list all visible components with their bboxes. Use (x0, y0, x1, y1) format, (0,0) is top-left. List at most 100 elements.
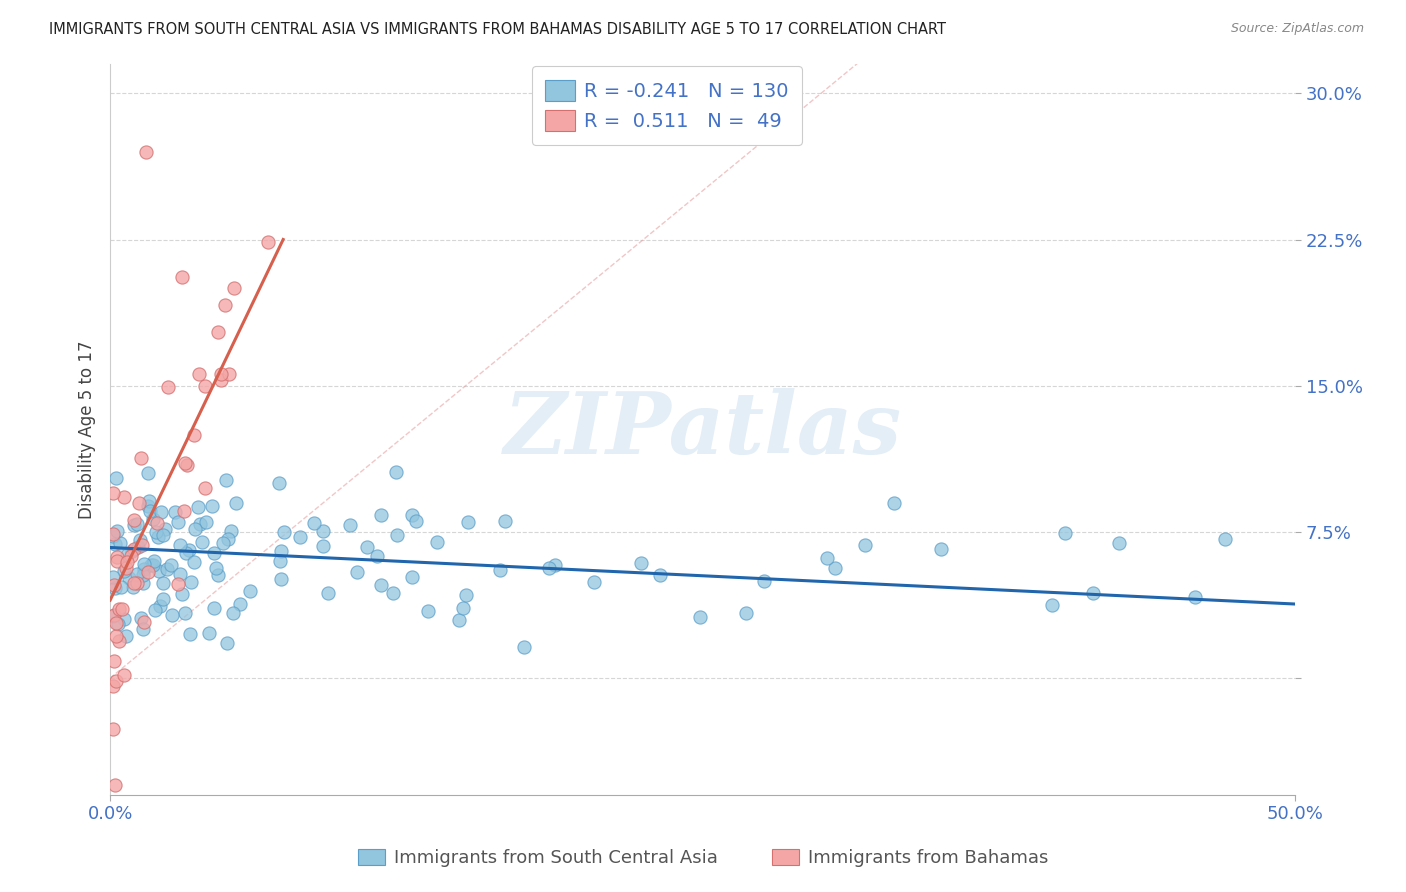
Point (103, 654, 125, 668)
Point (152, 528, 174, 542)
Point (214, 298, 236, 312)
Point (207, 325, 229, 339)
Point (143, 603, 166, 617)
Point (1083, 586, 1105, 600)
Point (316, 586, 339, 600)
Point (302, 516, 325, 531)
Point (134, 557, 156, 571)
Point (131, 538, 153, 552)
Point (105, 550, 128, 565)
Point (184, 522, 207, 536)
Point (269, 554, 291, 568)
Point (456, 588, 478, 602)
Point (115, 629, 138, 643)
Point (153, 522, 176, 536)
Point (883, 495, 905, 509)
Point (132, 576, 155, 591)
Point (138, 494, 160, 508)
Point (146, 516, 169, 530)
Point (217, 532, 239, 546)
Point (135, 145, 157, 159)
Point (853, 538, 876, 552)
Point (101, 486, 124, 500)
Point (339, 518, 361, 533)
Point (136, 565, 159, 579)
Point (513, 640, 536, 654)
Point (152, 592, 174, 607)
Point (187, 500, 209, 514)
Point (148, 565, 170, 579)
Point (131, 568, 153, 582)
Point (194, 481, 217, 495)
Point (145, 524, 167, 539)
Point (127, 575, 149, 590)
Point (630, 556, 652, 570)
Point (190, 517, 212, 532)
Point (312, 539, 335, 553)
Point (218, 367, 240, 381)
Point (222, 280, 245, 294)
Point (101, 526, 124, 541)
Point (115, 555, 138, 569)
Point (202, 601, 225, 615)
Point (141, 558, 163, 573)
Point (146, 530, 169, 544)
Point (101, 570, 124, 584)
Legend: Immigrants from South Central Asia, Immigrants from Bahamas: Immigrants from South Central Asia, Immi… (350, 841, 1056, 874)
Point (384, 465, 406, 479)
Point (122, 542, 145, 557)
Point (370, 578, 392, 592)
Point (136, 499, 159, 513)
Point (1108, 536, 1130, 550)
Point (105, 673, 128, 688)
Point (103, 578, 125, 592)
Y-axis label: Disability Age 5 to 17: Disability Age 5 to 17 (79, 341, 96, 519)
Point (202, 546, 225, 560)
Point (104, 615, 127, 630)
Point (122, 581, 145, 595)
Point (215, 473, 238, 487)
Point (129, 611, 152, 625)
Text: Source: ZipAtlas.com: Source: ZipAtlas.com (1230, 22, 1364, 36)
Point (267, 476, 290, 491)
Point (221, 606, 243, 620)
Point (366, 549, 388, 563)
Point (734, 606, 756, 620)
Point (167, 577, 190, 591)
Point (152, 576, 174, 591)
Point (273, 524, 295, 539)
Point (449, 613, 471, 627)
Point (110, 535, 132, 549)
Point (110, 580, 132, 594)
Point (149, 599, 172, 613)
Legend: R = -0.241   N = 130, R =  0.511   N =  49: R = -0.241 N = 130, R = 0.511 N = 49 (531, 67, 803, 145)
Point (142, 512, 165, 526)
Point (270, 572, 292, 586)
Point (156, 562, 179, 576)
Point (165, 505, 187, 519)
Point (381, 586, 404, 600)
Point (104, 581, 127, 595)
Point (650, 568, 672, 582)
Point (134, 562, 156, 576)
Point (451, 600, 474, 615)
Point (1040, 598, 1063, 612)
Point (183, 555, 205, 569)
Point (195, 515, 218, 529)
Text: ZIPatlas: ZIPatlas (503, 388, 901, 471)
Point (121, 544, 143, 558)
Point (125, 516, 148, 531)
Point (132, 623, 155, 637)
Point (125, 567, 148, 582)
Point (173, 504, 195, 518)
Point (136, 466, 159, 480)
Point (179, 626, 201, 640)
Point (401, 508, 423, 522)
Point (228, 597, 250, 611)
Point (416, 604, 439, 618)
Point (209, 367, 232, 381)
Point (543, 558, 565, 572)
Point (173, 456, 195, 470)
Point (111, 601, 134, 615)
Point (188, 367, 211, 381)
